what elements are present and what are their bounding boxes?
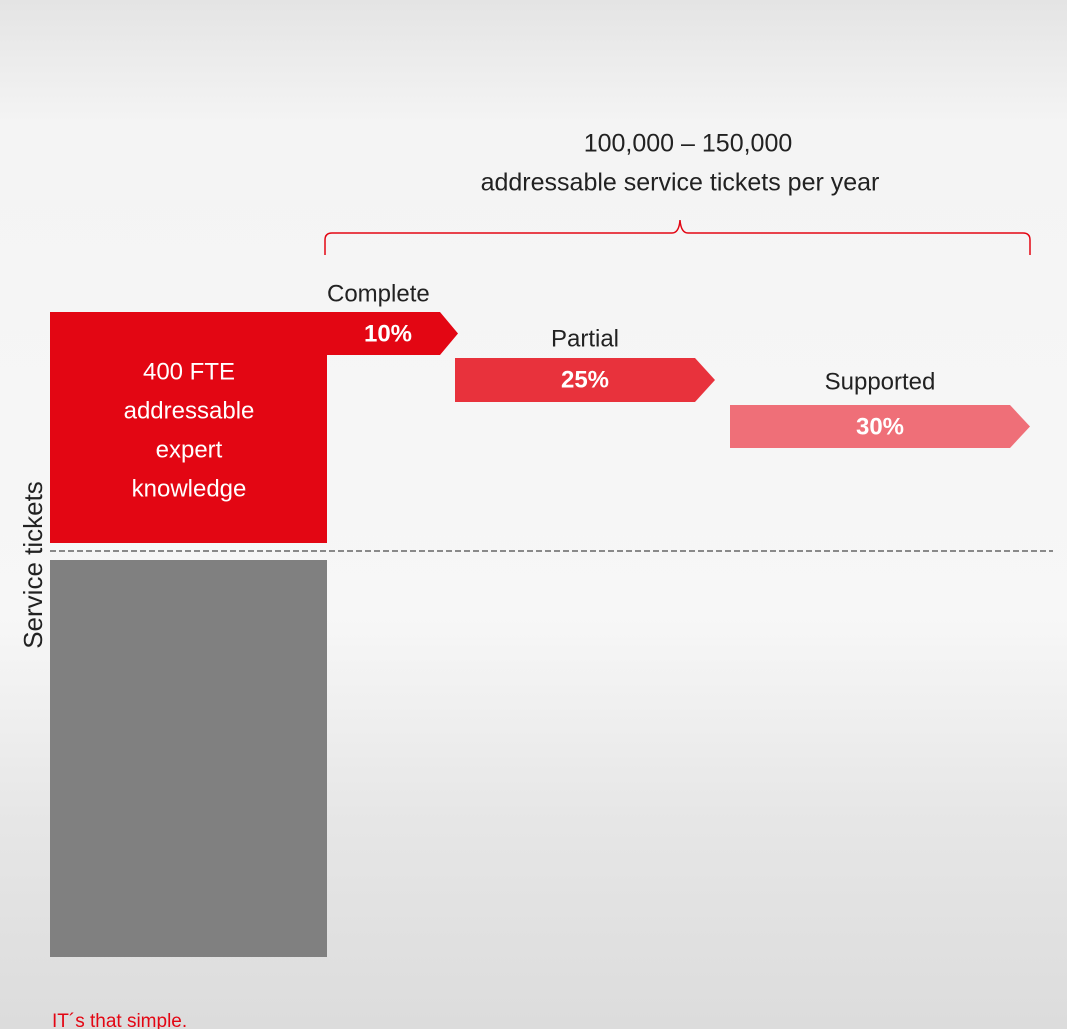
stage-arrow xyxy=(327,312,458,355)
stage-value: 10% xyxy=(364,320,412,347)
expert-line: expert xyxy=(156,436,223,463)
stage-label: Partial xyxy=(551,325,619,352)
stage-arrow xyxy=(730,405,1030,448)
stage-label: Supported xyxy=(825,368,936,395)
expert-line: 400 FTE xyxy=(143,358,235,385)
expert-line: addressable xyxy=(124,397,255,424)
stage-value: 25% xyxy=(561,366,609,393)
footer: IT´s that simple. xyxy=(52,1011,187,1029)
header-subtitle: addressable service tickets per year xyxy=(481,169,880,197)
stage-label: Complete xyxy=(327,280,430,307)
base-box xyxy=(50,560,327,957)
brace xyxy=(324,219,1031,255)
expert-box xyxy=(50,312,327,543)
expert-line: knowledge xyxy=(132,475,247,502)
stage-arrow xyxy=(455,358,715,402)
stage-value: 30% xyxy=(856,413,904,440)
header-range: 100,000 – 150,000 xyxy=(584,130,793,158)
axis-label: Service tickets xyxy=(18,481,48,649)
